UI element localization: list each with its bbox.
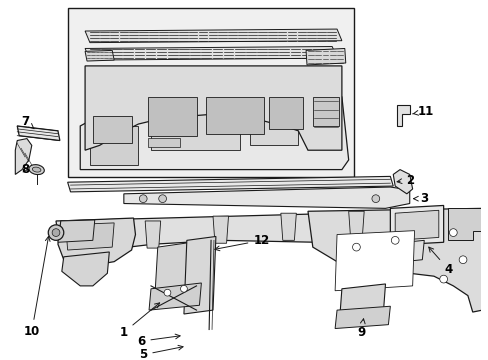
- Text: 4: 4: [428, 247, 452, 276]
- Polygon shape: [58, 218, 135, 266]
- Circle shape: [371, 195, 379, 203]
- Text: 12: 12: [214, 234, 269, 251]
- Polygon shape: [85, 29, 341, 42]
- Polygon shape: [155, 242, 191, 297]
- Polygon shape: [148, 138, 180, 147]
- Polygon shape: [145, 221, 161, 248]
- Polygon shape: [280, 213, 296, 240]
- Circle shape: [352, 243, 360, 251]
- Polygon shape: [85, 46, 336, 60]
- Polygon shape: [394, 210, 438, 240]
- Polygon shape: [58, 220, 95, 242]
- Polygon shape: [123, 187, 409, 208]
- Polygon shape: [249, 105, 298, 145]
- Polygon shape: [80, 82, 348, 170]
- Polygon shape: [269, 97, 303, 129]
- Polygon shape: [17, 126, 60, 140]
- Polygon shape: [85, 50, 114, 61]
- Polygon shape: [149, 283, 201, 310]
- Circle shape: [52, 229, 60, 237]
- Circle shape: [48, 225, 63, 240]
- Text: 6: 6: [137, 334, 180, 348]
- Polygon shape: [396, 105, 409, 126]
- Bar: [67, 8, 353, 177]
- Text: 7: 7: [21, 114, 34, 129]
- Polygon shape: [151, 105, 240, 150]
- Polygon shape: [67, 176, 392, 192]
- Polygon shape: [339, 284, 385, 315]
- Circle shape: [458, 256, 466, 264]
- Circle shape: [159, 195, 166, 203]
- Circle shape: [180, 285, 187, 292]
- Polygon shape: [148, 97, 196, 136]
- Polygon shape: [90, 126, 138, 165]
- Polygon shape: [183, 237, 216, 314]
- Polygon shape: [15, 139, 32, 175]
- Circle shape: [439, 275, 447, 283]
- Polygon shape: [56, 211, 433, 250]
- Text: 8: 8: [21, 163, 29, 176]
- Text: 5: 5: [139, 345, 183, 360]
- Circle shape: [390, 237, 398, 244]
- Polygon shape: [93, 116, 131, 143]
- Polygon shape: [389, 206, 443, 245]
- Polygon shape: [307, 208, 482, 312]
- Text: 2: 2: [396, 174, 413, 187]
- Polygon shape: [206, 97, 264, 134]
- Polygon shape: [85, 66, 341, 150]
- Circle shape: [164, 289, 170, 296]
- Polygon shape: [402, 240, 424, 262]
- Text: 3: 3: [413, 192, 427, 205]
- Polygon shape: [334, 306, 389, 329]
- Polygon shape: [61, 252, 109, 286]
- Circle shape: [448, 229, 456, 237]
- Text: 10: 10: [23, 237, 50, 338]
- Polygon shape: [213, 216, 228, 243]
- Polygon shape: [392, 170, 412, 194]
- Polygon shape: [65, 223, 114, 250]
- Ellipse shape: [32, 167, 41, 172]
- Polygon shape: [305, 49, 345, 65]
- Ellipse shape: [29, 165, 44, 175]
- Polygon shape: [312, 97, 338, 126]
- Text: 11: 11: [412, 105, 433, 118]
- Circle shape: [139, 195, 147, 203]
- Text: 9: 9: [356, 319, 365, 339]
- Polygon shape: [334, 231, 414, 291]
- Text: 1: 1: [120, 303, 159, 339]
- Polygon shape: [447, 208, 482, 240]
- Polygon shape: [348, 211, 364, 238]
